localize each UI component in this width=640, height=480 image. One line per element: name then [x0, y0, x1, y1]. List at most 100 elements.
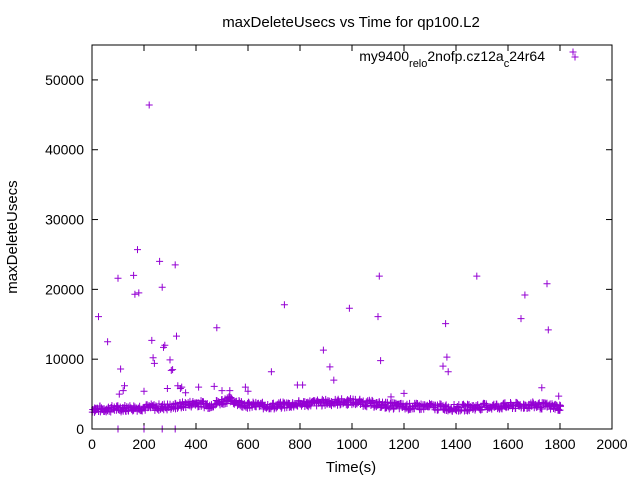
data-point	[115, 390, 123, 398]
data-point	[173, 332, 180, 340]
data-point	[149, 354, 157, 362]
data-point	[369, 398, 377, 406]
data-point	[556, 406, 564, 414]
data-point	[226, 387, 234, 395]
data-point	[517, 315, 525, 323]
data-point	[130, 271, 138, 279]
data-point	[171, 261, 179, 269]
legend: my9400relo2nofp.cz12ac24r64	[359, 48, 579, 70]
data-point	[537, 404, 545, 412]
data-point	[368, 397, 376, 405]
data-point	[169, 366, 177, 374]
data-point	[400, 389, 408, 397]
data-point	[156, 257, 164, 265]
data-point	[178, 383, 186, 391]
data-point	[482, 400, 490, 408]
data-point	[280, 301, 288, 309]
data-point	[473, 272, 481, 280]
data-point	[150, 359, 158, 367]
x-tick-label: 1600	[492, 436, 523, 452]
x-tick-label: 800	[288, 436, 312, 452]
data-point	[538, 384, 546, 392]
data-points	[88, 48, 577, 433]
x-tick-label: 2000	[596, 436, 627, 452]
data-point	[439, 362, 447, 370]
legend-marker	[571, 53, 579, 61]
data-point	[218, 387, 226, 395]
legend-label-end: 24r64	[509, 48, 545, 64]
data-point	[95, 313, 102, 321]
data-point	[121, 382, 128, 390]
legend-label-sub1: rel	[409, 58, 421, 70]
y-axis-title: maxDeleteUsecs	[4, 180, 21, 293]
y-tick-label: 20000	[45, 281, 84, 297]
data-point	[442, 320, 450, 328]
data-point	[258, 398, 266, 406]
data-point	[477, 406, 485, 414]
y-tick-label: 0	[76, 421, 84, 437]
axis-ticks: 0 200 400 600 800 1000 1200 1400 1600 1800 2000010…	[45, 45, 628, 452]
data-point	[163, 385, 171, 393]
data-point	[176, 385, 184, 393]
data-point	[117, 365, 125, 373]
data-point	[267, 368, 275, 376]
data-point	[544, 326, 552, 334]
data-point	[543, 280, 551, 288]
data-point	[161, 341, 169, 349]
data-point	[119, 387, 127, 395]
x-axis-title: Time(s)	[326, 459, 376, 476]
data-point	[168, 404, 176, 412]
data-point	[521, 291, 529, 299]
data-point	[195, 383, 203, 391]
data-point	[140, 387, 148, 395]
y-tick-label: 50000	[45, 72, 84, 88]
legend-marker-icon	[571, 53, 579, 61]
data-point	[131, 290, 139, 298]
legend-label: my9400relo2nofp.cz12ac24r64	[359, 48, 545, 70]
data-point	[345, 304, 353, 312]
data-point	[213, 324, 221, 332]
data-point	[443, 353, 451, 361]
data-point	[344, 401, 352, 409]
data-point	[389, 405, 397, 413]
data-point	[220, 400, 228, 408]
legend-label-base: my9400	[359, 48, 409, 64]
data-point	[166, 356, 174, 364]
data-point	[244, 387, 252, 395]
data-point	[182, 389, 190, 397]
data-point	[178, 402, 186, 410]
y-tick-label: 10000	[45, 351, 84, 367]
x-tick-label: 400	[184, 436, 208, 452]
data-point	[104, 338, 112, 346]
data-point	[167, 366, 175, 374]
legend-label-mid: 2nofp.cz12a	[427, 48, 503, 64]
data-point	[148, 336, 156, 344]
data-point	[135, 289, 143, 297]
data-point	[387, 393, 395, 401]
data-point	[569, 48, 577, 56]
x-tick-label: 200	[132, 436, 156, 452]
x-tick-label: 1400	[440, 436, 471, 452]
data-point	[330, 376, 338, 384]
data-point	[465, 407, 473, 415]
data-point	[377, 357, 385, 365]
data-point	[511, 404, 519, 412]
x-tick-label: 600	[236, 436, 260, 452]
y-tick-label: 30000	[45, 212, 84, 228]
data-point	[326, 363, 334, 371]
data-point	[114, 274, 122, 282]
data-point	[145, 101, 153, 109]
data-point	[444, 368, 452, 376]
data-point	[555, 392, 563, 400]
data-point	[374, 313, 382, 321]
data-point	[134, 246, 141, 254]
data-point	[319, 346, 327, 354]
y-tick-label: 40000	[45, 142, 84, 158]
data-point	[158, 283, 166, 291]
x-tick-label: 1800	[544, 436, 575, 452]
data-point	[241, 383, 249, 391]
x-tick-label: 0	[88, 436, 96, 452]
data-point	[299, 381, 307, 389]
x-tick-label: 1000	[336, 436, 367, 452]
x-tick-label: 1200	[388, 436, 419, 452]
